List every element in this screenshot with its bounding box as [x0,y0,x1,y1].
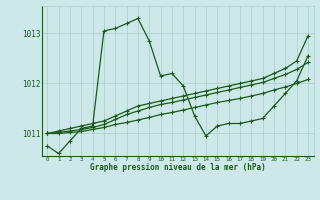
X-axis label: Graphe pression niveau de la mer (hPa): Graphe pression niveau de la mer (hPa) [90,163,266,172]
